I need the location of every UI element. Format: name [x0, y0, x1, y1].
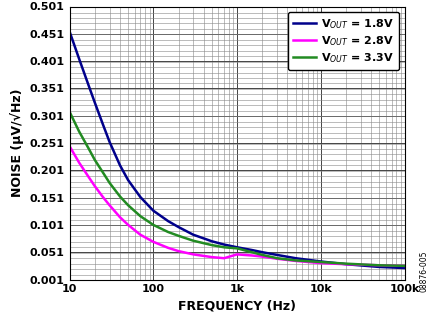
Y-axis label: NOISE (μV/√Hz): NOISE (μV/√Hz) — [10, 89, 24, 197]
X-axis label: FREQUENCY (Hz): FREQUENCY (Hz) — [178, 300, 296, 313]
Text: 08876-005: 08876-005 — [419, 251, 427, 292]
Legend: V$_{OUT}$ = 1.8V, V$_{OUT}$ = 2.8V, V$_{OUT}$ = 3.3V: V$_{OUT}$ = 1.8V, V$_{OUT}$ = 2.8V, V$_{… — [287, 12, 398, 70]
